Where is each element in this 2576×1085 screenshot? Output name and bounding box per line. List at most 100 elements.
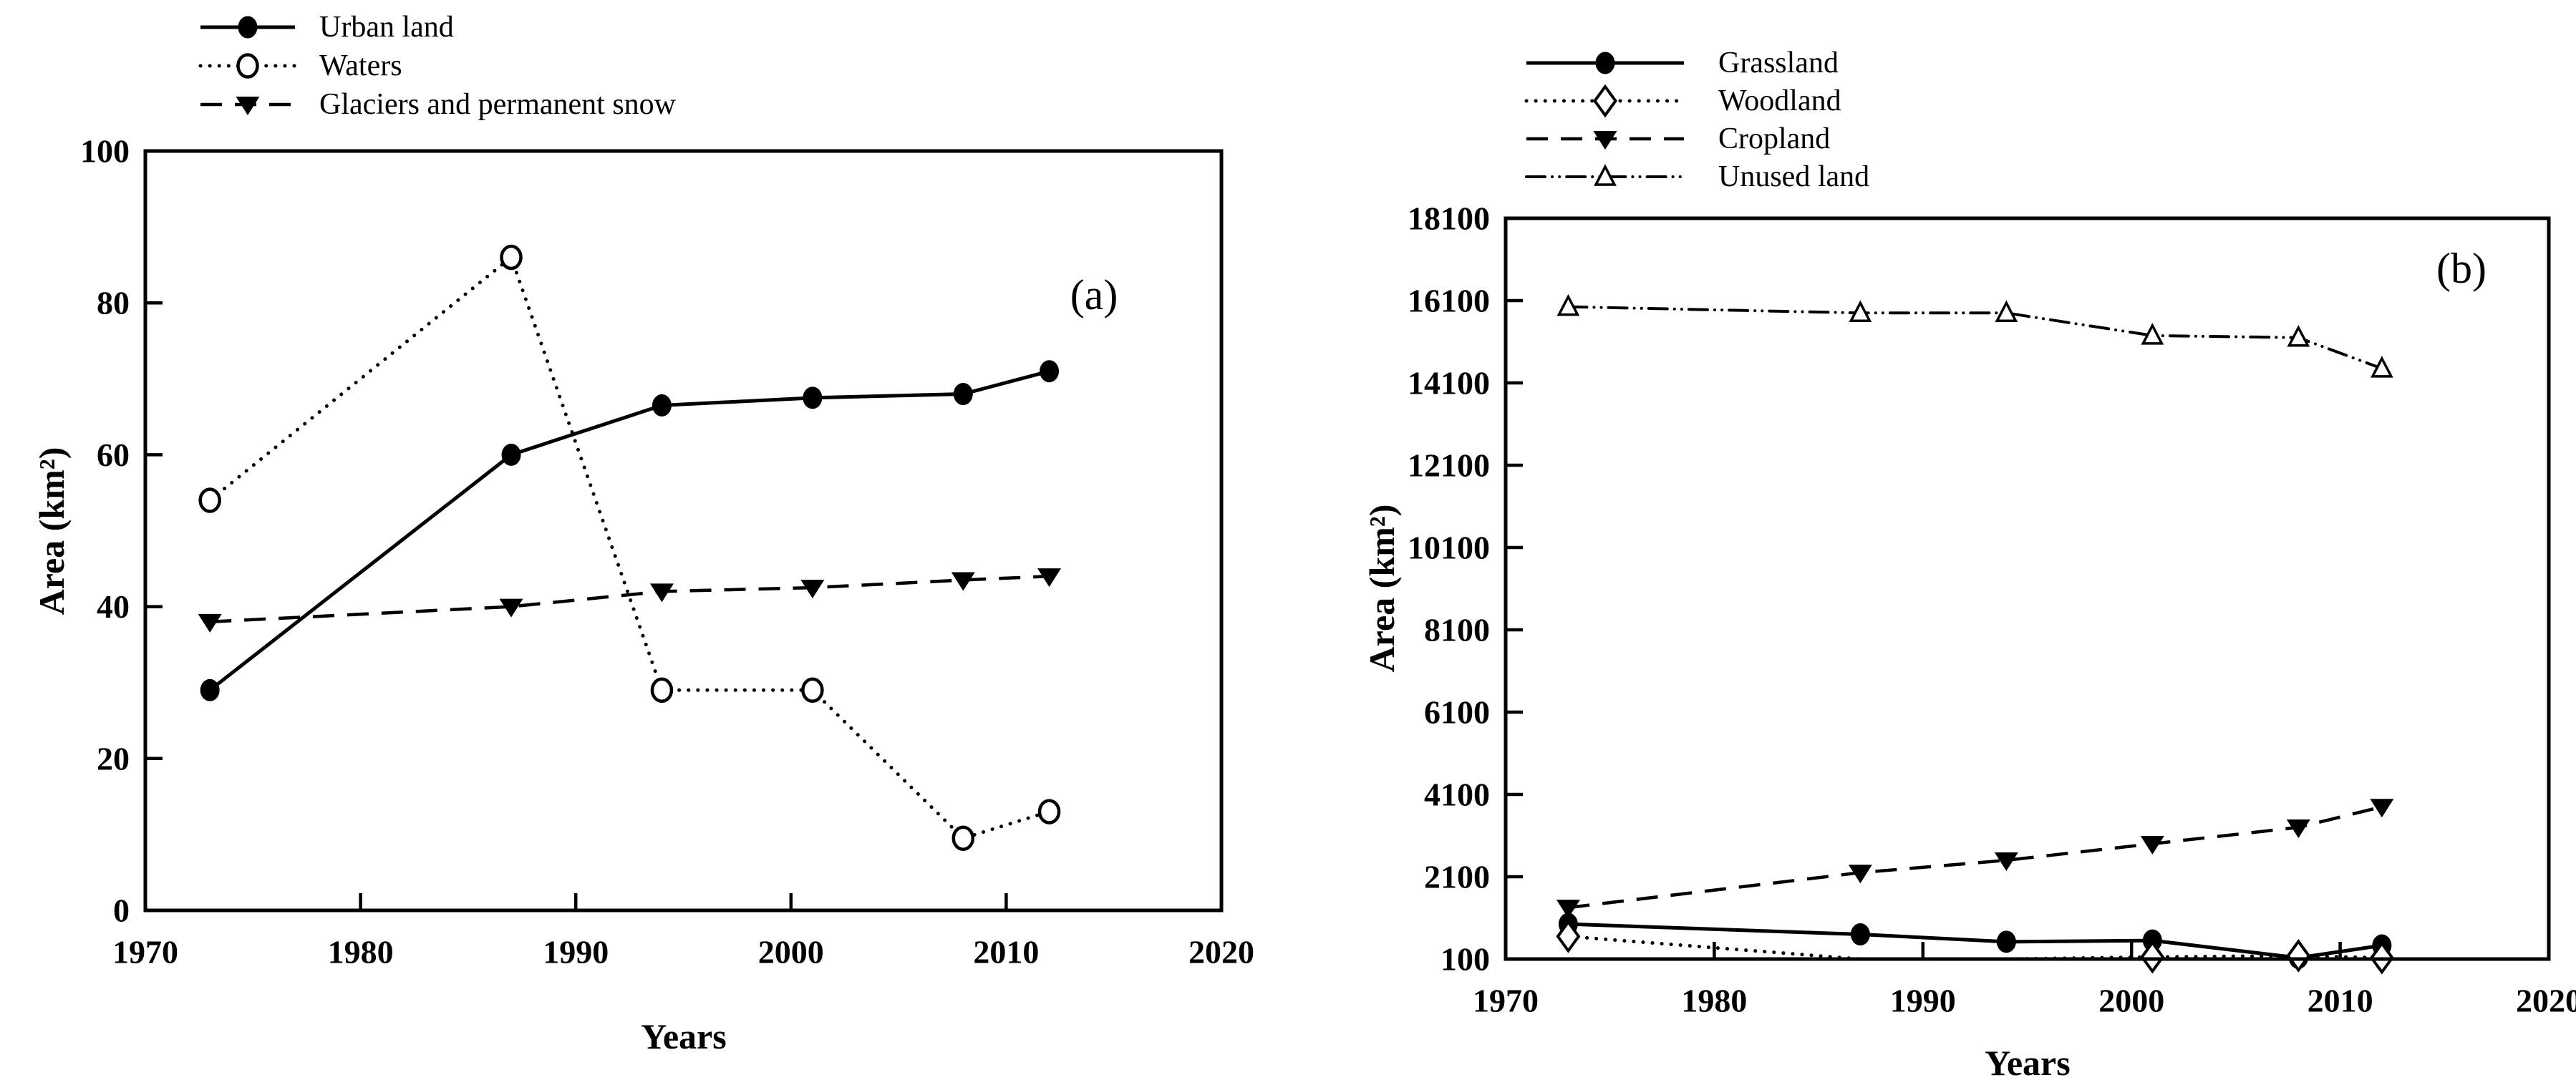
series-line-grassland [1568, 922, 2383, 960]
x-tick-label: 1970 [112, 934, 178, 970]
y-tick-label: 100 [80, 133, 130, 170]
marker-waters [801, 677, 824, 704]
legend-marker [1593, 84, 1617, 118]
legend-a: Urban land Waters Glaciers and permanent s… [198, 11, 677, 121]
y-tick-label: 60 [97, 437, 130, 473]
x-tick-label: 1980 [328, 934, 394, 970]
legend-marker [1593, 131, 1617, 150]
x-tick-label: 2000 [2098, 983, 2164, 1019]
marker-grassland [1850, 923, 1870, 945]
marker-glaciers-and-permanent-snow [800, 580, 825, 599]
x-tick-label: 1990 [543, 934, 609, 970]
marker-waters [1037, 799, 1061, 824]
marker-waters [198, 487, 221, 513]
marker-glaciers-and-permanent-snow [198, 613, 222, 633]
series-line-unused-land [1567, 305, 2383, 370]
x-tick-label: 2020 [2516, 983, 2576, 1019]
y-tick-label: 4100 [1424, 777, 1490, 813]
legend-label: Unused land [1718, 160, 1869, 193]
marker-cropland [2370, 799, 2394, 818]
marker-urban-land [200, 678, 220, 701]
x-tick-label: 1990 [1890, 983, 1956, 1019]
y-tick-label: 16100 [1408, 283, 1490, 319]
y-axis-title: Area (km²) [32, 447, 72, 616]
legend-b: Grassland Woodland Cropland Unused land [1524, 47, 1869, 193]
panel-b: 100 2100 4100 6100 8100 10100 12100 14100 16100 1… [1362, 47, 2576, 1083]
y-tick-label: 10100 [1408, 530, 1490, 566]
x-tick-label: 2010 [973, 934, 1039, 970]
legend-label: Woodland [1718, 84, 1841, 117]
legend-marker [236, 53, 259, 79]
marker-unused-land [2370, 356, 2393, 378]
y-tick-label: 14100 [1408, 365, 1490, 402]
marker-glaciers-and-permanent-snow [951, 572, 975, 591]
series-line-urban-land [208, 369, 1050, 692]
x-tick-label: 1970 [1473, 983, 1539, 1019]
series-line-cropland [1568, 805, 2383, 910]
series-line-waters [208, 254, 1052, 841]
y-tick-label: 18100 [1408, 200, 1490, 237]
y-tick-label: 8100 [1424, 612, 1490, 648]
y-tick-label: 6100 [1424, 694, 1490, 731]
x-axis-title: Years [641, 1016, 726, 1056]
marker-unused-land [2141, 323, 2164, 345]
x-tick-label: 2020 [1188, 934, 1254, 970]
marker-cropland [2286, 819, 2310, 838]
marker-woodland [1556, 919, 1581, 953]
marker-urban-land [803, 386, 823, 409]
marker-urban-land [652, 394, 672, 417]
y-tick-label: 12100 [1408, 447, 1490, 484]
marker-urban-land [953, 383, 973, 406]
legend-label: Waters [319, 49, 402, 82]
x-tick-label: 2010 [2308, 983, 2373, 1019]
y-tick-label: 100 [1440, 941, 1490, 978]
series-line-glaciers-and-permanent-snow [210, 574, 1050, 624]
marker-woodland [2286, 938, 2311, 973]
marker-glaciers-and-permanent-snow [499, 598, 523, 618]
marker-waters [650, 677, 674, 704]
marker-unused-land [1995, 300, 2018, 322]
plot-frame-b [1504, 216, 2551, 961]
marker-cropland [2140, 836, 2164, 855]
marker-glaciers-and-permanent-snow [1037, 568, 1062, 588]
x-tick-label: 2000 [758, 934, 824, 970]
marker-waters [952, 825, 975, 851]
axes-ticks-b: 100 2100 4100 6100 8100 10100 12100 14100 16100 1… [1408, 200, 2576, 1019]
panel-letter-b: (b) [2436, 245, 2487, 292]
panel-a: 0 20 40 60 80 100 1970 1980 1990 2000 2010 2020 Year… [32, 11, 1254, 1056]
y-tick-label: 20 [97, 740, 130, 777]
panel-letter-a: (a) [1070, 271, 1118, 318]
marker-urban-land [1040, 360, 1060, 383]
x-tick-label: 1980 [1681, 983, 1747, 1019]
legend-label: Cropland [1718, 122, 1830, 155]
legend-marker [1594, 164, 1617, 186]
marker-unused-land [2287, 324, 2310, 347]
legend-label: Urban land [319, 11, 454, 44]
y-axis-title: Area (km²) [1362, 505, 1402, 673]
legend-marker [1595, 52, 1615, 74]
legend-label: Grassland [1718, 47, 1839, 79]
marker-unused-land [1556, 293, 1580, 316]
axes-ticks-a: 0 20 40 60 80 100 1970 1980 1990 2000 2010 2020 [80, 133, 1254, 970]
y-tick-label: 2100 [1424, 859, 1490, 895]
marker-grassland [1996, 930, 2016, 953]
marker-urban-land [501, 443, 521, 466]
marker-waters [500, 244, 523, 271]
legend-marker [236, 97, 260, 115]
plot-frame-a [143, 149, 1224, 913]
y-tick-label: 80 [97, 285, 130, 321]
legend-marker [238, 16, 258, 39]
series-group-a [198, 244, 1062, 851]
y-tick-label: 40 [97, 588, 130, 625]
marker-cropland [1848, 865, 1872, 884]
legend-label: Glaciers and permanent snow [319, 88, 677, 121]
y-tick-label: 0 [113, 892, 130, 929]
marker-cropland [1994, 852, 2018, 871]
series-group-b [1556, 293, 2394, 975]
marker-unused-land [1849, 300, 1872, 322]
marker-woodland [2140, 940, 2165, 974]
series-line-woodland [1566, 934, 2384, 961]
marker-cropland [1556, 900, 1580, 919]
